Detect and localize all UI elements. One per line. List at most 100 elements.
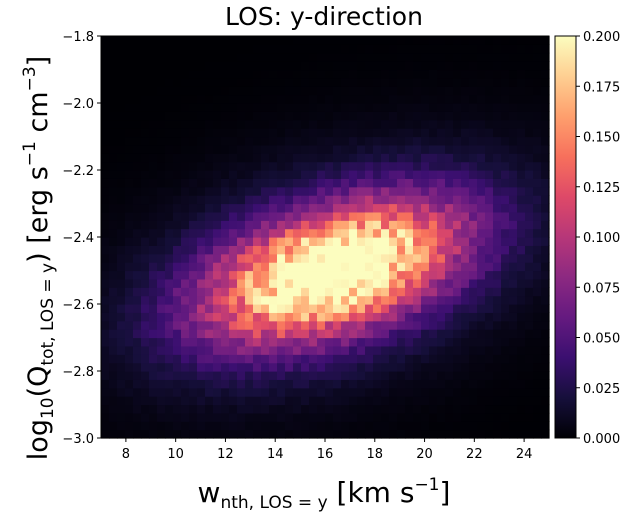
heatmap-cell (109, 144, 118, 154)
heatmap-cell (285, 77, 294, 87)
heatmap-cell (117, 77, 126, 87)
heatmap-cell (117, 153, 126, 163)
heatmap-cell (205, 178, 214, 188)
x-tick-label: 18 (367, 447, 384, 462)
heatmap-cell (261, 329, 270, 339)
heatmap-cell (509, 186, 518, 196)
heatmap-cell (181, 262, 190, 272)
heatmap-cell (269, 329, 278, 339)
heatmap-cell (277, 178, 286, 188)
heatmap-cell (325, 387, 334, 397)
heatmap-cell (461, 228, 470, 238)
heatmap-cell (525, 387, 534, 397)
heatmap-cell (269, 103, 278, 112)
heatmap-cell (333, 287, 342, 297)
heatmap-cell (133, 220, 142, 230)
heatmap-cell (493, 329, 502, 339)
heatmap-cell (205, 195, 214, 205)
heatmap-cell (141, 61, 150, 71)
heatmap-cell (165, 362, 174, 372)
heatmap-cell (365, 119, 374, 129)
heatmap-cell (357, 228, 366, 238)
heatmap-cell (245, 304, 254, 313)
heatmap-cell (389, 320, 398, 330)
heatmap-cell (341, 320, 350, 330)
heatmap-cell (117, 128, 126, 138)
heatmap-cell (189, 94, 198, 104)
heatmap-cell (189, 77, 198, 87)
heatmap-cell (213, 203, 222, 213)
heatmap-cell (533, 379, 542, 389)
heatmap-cell (245, 278, 254, 288)
heatmap-cell (133, 144, 142, 154)
heatmap-cell (309, 345, 318, 355)
heatmap-cell (253, 111, 262, 121)
heatmap-cell (277, 262, 286, 272)
heatmap-cell (501, 52, 510, 62)
heatmap-cell (181, 387, 190, 397)
heatmap-cell (509, 161, 518, 171)
heatmap-cell (405, 203, 414, 213)
heatmap-cell (525, 396, 534, 406)
heatmap-cell (453, 128, 462, 138)
heatmap-cell (157, 220, 166, 230)
heatmap-cell (309, 211, 318, 221)
heatmap-cell (117, 253, 126, 263)
heatmap-cell (173, 211, 182, 221)
heatmap-cell (341, 354, 350, 364)
heatmap-cell (541, 412, 550, 422)
heatmap-cell (477, 362, 486, 372)
heatmap-cell (373, 312, 382, 322)
heatmap-cell (533, 387, 542, 397)
heatmap-cell (525, 429, 534, 439)
heatmap-cell (237, 262, 246, 272)
heatmap-cell (341, 52, 350, 62)
heatmap-cell (397, 128, 406, 138)
heatmap-cell (205, 94, 214, 104)
heatmap-cell (485, 77, 494, 87)
heatmap-cell (165, 52, 174, 62)
heatmap-cell (213, 52, 222, 62)
heatmap-cell (157, 36, 166, 45)
heatmap-cell (477, 429, 486, 439)
heatmap-cell (261, 387, 270, 397)
heatmap-cell (477, 220, 486, 230)
heatmap-cell (413, 119, 422, 129)
heatmap-cell (405, 94, 414, 104)
heatmap-cell (109, 153, 118, 163)
heatmap-cell (253, 61, 262, 71)
heatmap-cell (101, 94, 110, 104)
heatmap-cell (541, 161, 550, 171)
heatmap-cell (261, 170, 270, 179)
heatmap-cell (101, 379, 110, 389)
heatmap-cell (125, 69, 134, 79)
heatmap-cell (525, 203, 534, 213)
heatmap-cell (245, 144, 254, 154)
heatmap-cell (429, 371, 438, 380)
heatmap-cell (461, 354, 470, 364)
heatmap-cell (245, 345, 254, 355)
heatmap-cell (453, 245, 462, 255)
heatmap-cell (405, 396, 414, 406)
heatmap-cell (309, 161, 318, 171)
heatmap-cell (429, 220, 438, 230)
heatmap-cell (317, 387, 326, 397)
heatmap-cell (533, 161, 542, 171)
heatmap-cell (213, 295, 222, 305)
heatmap-cell (197, 396, 206, 406)
x-tick-label: 8 (122, 447, 130, 462)
heatmap-cell (373, 237, 382, 246)
heatmap-cell (397, 345, 406, 355)
heatmap-cell (205, 119, 214, 129)
heatmap-cell (157, 136, 166, 146)
heatmap-cell (149, 103, 158, 112)
heatmap-cell (445, 170, 454, 179)
heatmap-cell (349, 77, 358, 87)
heatmap-cell (285, 379, 294, 389)
heatmap-cell (445, 237, 454, 246)
heatmap-cell (493, 77, 502, 87)
heatmap-cell (429, 354, 438, 364)
heatmap-cell (485, 287, 494, 297)
heatmap-cell (445, 220, 454, 230)
heatmap-cell (181, 153, 190, 163)
